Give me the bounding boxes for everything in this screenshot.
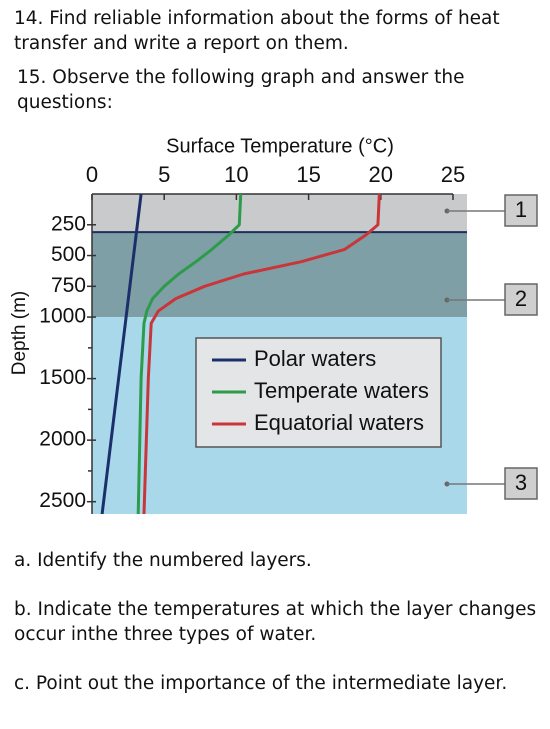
layer-label: 3 <box>515 470 527 495</box>
series-line <box>100 193 143 515</box>
question: 14. Find reliable information about the … <box>14 8 500 54</box>
x-tick-label: 5 <box>158 162 170 187</box>
layer-label-box <box>504 194 538 227</box>
y-tick-label: 1000 <box>39 305 86 328</box>
layer <box>92 232 467 318</box>
x-tick-label: 25 <box>441 162 465 187</box>
y-tick-label: 1500 <box>39 366 86 389</box>
legend-label: Polar waters <box>254 346 376 371</box>
y-axis-label: Depth (m) <box>9 291 30 375</box>
legend-label: Equatorial waters <box>254 410 424 435</box>
x-tick-label: 15 <box>296 162 320 187</box>
layer <box>92 194 467 233</box>
y-tick-label: 750 <box>51 274 86 297</box>
question: c. Point out the importance of the inter… <box>14 673 508 694</box>
question: 15. Observe the following graph and answ… <box>17 67 465 113</box>
y-tick-label: 250 <box>51 212 86 235</box>
layer-label: 2 <box>515 286 527 311</box>
legend-label: Temperate waters <box>254 378 429 403</box>
question: a. Identify the numbered layers. <box>14 550 312 571</box>
series-line <box>142 193 381 515</box>
y-tick-label: 2000 <box>39 428 86 451</box>
y-tick-label: 500 <box>51 243 86 266</box>
y-tick-label: 2500 <box>39 489 86 512</box>
x-tick-label: 10 <box>224 162 248 187</box>
legend: Polar waters Temperate waters Equatorial w… <box>195 337 442 448</box>
x-axis-label: Surface Temperature (°C) <box>166 135 394 157</box>
layer-label-box <box>504 467 538 500</box>
series-line <box>136 193 243 515</box>
x-tick-label: 20 <box>369 162 393 187</box>
question: b. Indicate the temperatures at which th… <box>14 599 537 645</box>
layer-label: 1 <box>515 197 527 222</box>
layer-label-box <box>504 283 538 316</box>
x-tick-label: 0 <box>86 162 98 187</box>
